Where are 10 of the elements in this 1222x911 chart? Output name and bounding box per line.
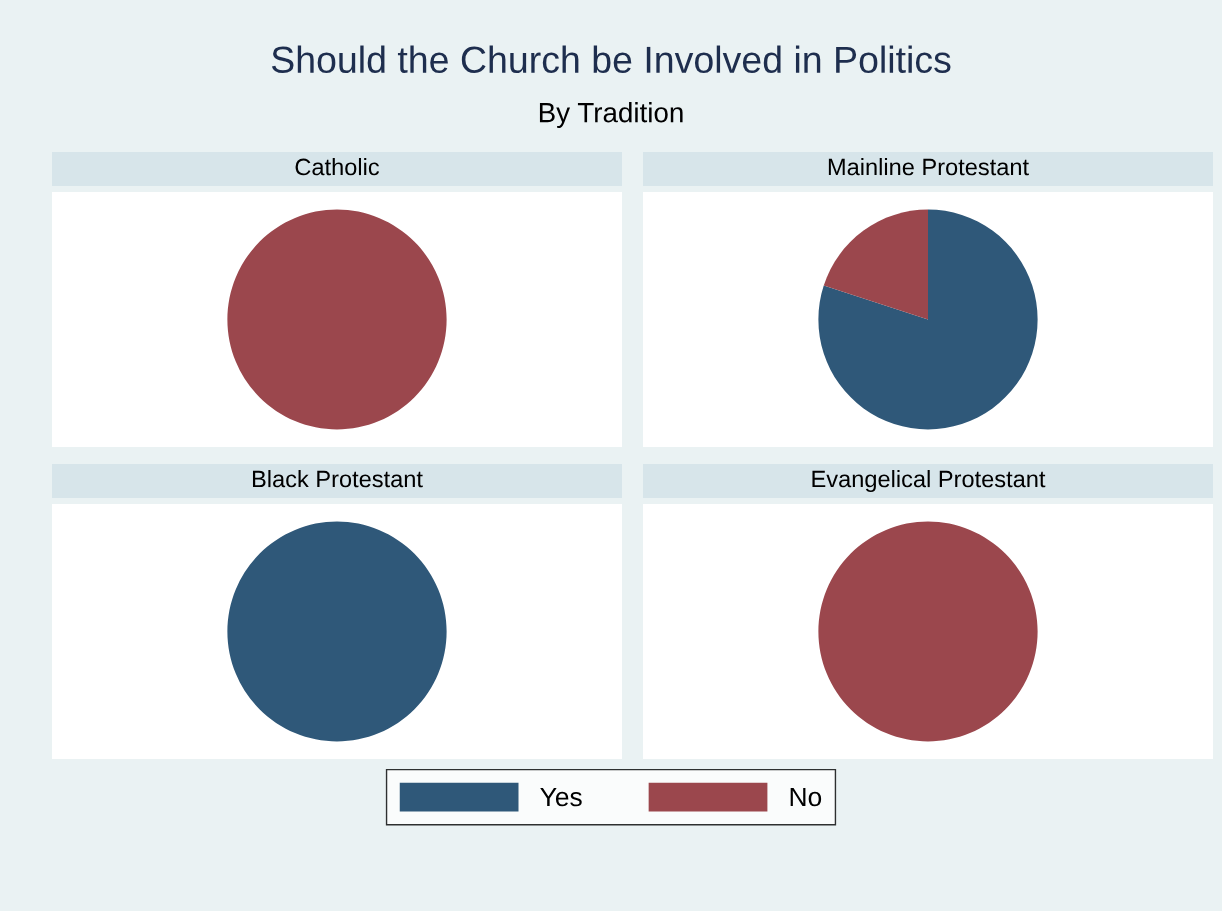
- chart-title: Mainline Protestant: [828, 158, 1029, 176]
- text: Should the Church be Involved in Politics: [271, 45, 951, 74]
- text: By Tradition: [539, 102, 683, 128]
- legend-label: No: [790, 787, 822, 807]
- chart-title: Evangelical Protestant: [812, 469, 1046, 493]
- pie-slice: [818, 209, 1038, 430]
- chart-title: Catholic: [295, 158, 380, 176]
- legend-label: Yes: [540, 787, 582, 807]
- pie-slice: [823, 209, 928, 320]
- chart-title: Black Protestant: [252, 469, 423, 488]
